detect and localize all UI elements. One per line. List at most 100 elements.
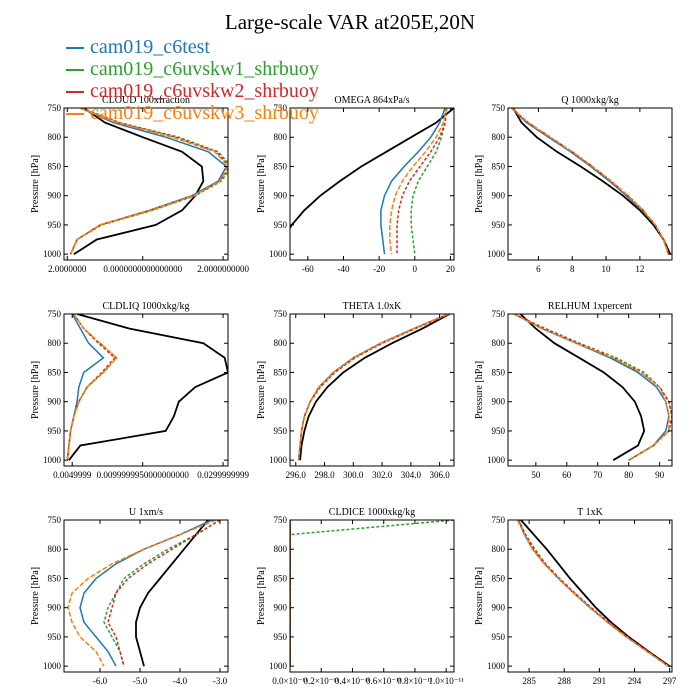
legend: cam019_c6test cam019_c6uvskw1_shrbuoy ca… [66, 36, 319, 124]
y-tick-label: 850 [274, 367, 288, 377]
panel-title: RELHUM 1xpercent [548, 301, 632, 312]
y-tick-label: 800 [492, 132, 506, 142]
y-tick-label: 950 [492, 632, 506, 642]
series-line-3 [517, 520, 669, 667]
legend-label-3: cam019_c6uvskw2_shrbuoy [90, 80, 319, 102]
legend-item-4: cam019_c6uvskw3_shrbuoy [66, 102, 319, 124]
y-tick-label: 900 [492, 397, 506, 407]
series-line-5 [512, 108, 672, 255]
y-tick-label: 1000 [43, 455, 62, 465]
y-tick-label: 750 [48, 103, 62, 113]
x-tick-label: 0.0299999999 [197, 470, 249, 480]
y-tick-label: 800 [492, 338, 506, 348]
x-tick-label: 300.0 [343, 470, 364, 480]
y-tick-label: 800 [274, 338, 288, 348]
x-tick-label: 0.0×10⁻¹¹ [272, 676, 308, 686]
series-line-4 [510, 108, 670, 255]
x-tick-label: 306.0 [429, 470, 450, 480]
series-line-3 [107, 520, 221, 667]
x-tick-label: 20 [446, 264, 456, 274]
y-axis-label: Pressure [hPa] [474, 567, 485, 625]
x-tick-label: 0.0099999950000000000 [97, 470, 190, 480]
panel-title: OMEGA 864xPa/s [334, 95, 409, 106]
panel-title: Q 1000xkg/kg [561, 95, 619, 106]
series-line-4 [389, 108, 448, 255]
legend-swatch-2 [66, 69, 84, 72]
y-tick-label: 800 [492, 544, 506, 554]
panel-title: CLOUD 100xfraction [102, 95, 190, 106]
y-axis-label: Pressure [hPa] [30, 567, 41, 625]
y-tick-label: 750 [274, 103, 288, 113]
x-tick-label: 291 [593, 676, 607, 686]
y-axis-label: Pressure [hPa] [30, 155, 41, 213]
y-tick-label: 900 [492, 603, 506, 613]
panel-1: 750 800 850 900 950 1000 2.0000000 0.0000000000… [30, 95, 249, 274]
y-axis-label: Pressure [hPa] [256, 567, 267, 625]
series-line-4 [69, 108, 228, 255]
y-tick-label: 750 [48, 309, 62, 319]
y-tick-label: 750 [492, 309, 506, 319]
series-line-5 [135, 520, 209, 667]
y-tick-label: 950 [274, 220, 288, 230]
y-tick-label: 1000 [269, 455, 288, 465]
panel-frame [63, 313, 229, 467]
y-tick-label: 850 [48, 161, 62, 171]
y-tick-label: 1000 [487, 249, 506, 259]
x-tick-label: 0.0000000000000000 [103, 264, 182, 274]
x-tick-label: -4.0 [173, 676, 188, 686]
panel-title: U 1xm/s [129, 507, 163, 518]
series-line-2 [297, 314, 450, 461]
x-tick-label: 1.0×10⁻¹¹ [428, 676, 464, 686]
y-tick-label: 900 [274, 397, 288, 407]
y-tick-label: 850 [492, 367, 506, 377]
series-line-5 [520, 520, 671, 667]
y-tick-label: 1000 [43, 249, 62, 259]
legend-swatch-3 [66, 91, 84, 94]
y-tick-label: 950 [492, 426, 506, 436]
legend-label-1: cam019_c6test [90, 36, 210, 58]
y-tick-label: 900 [492, 191, 506, 201]
series-line-4 [297, 314, 449, 461]
series-line-1 [513, 314, 670, 461]
y-tick-label: 850 [274, 573, 288, 583]
y-tick-label: 900 [48, 603, 62, 613]
y-tick-label: 750 [492, 103, 506, 113]
series-line-4 [67, 520, 217, 667]
legend-item-2: cam019_c6uvskw1_shrbuoy [66, 58, 319, 80]
x-tick-label: 285 [522, 676, 536, 686]
panel-frame [289, 519, 455, 673]
x-tick-label: -6.0 [93, 676, 108, 686]
y-tick-label: 850 [48, 573, 62, 583]
series-line-2 [290, 520, 454, 667]
y-tick-label: 950 [274, 426, 288, 436]
series-line-5 [290, 108, 454, 230]
y-tick-label: 750 [492, 515, 506, 525]
x-tick-label: 288 [557, 676, 571, 686]
y-tick-label: 900 [274, 191, 288, 201]
series-line-1 [380, 108, 446, 255]
y-axis-label: Pressure [hPa] [30, 361, 41, 419]
y-tick-label: 750 [274, 309, 288, 319]
y-tick-label: 850 [492, 161, 506, 171]
x-tick-label: -5.0 [133, 676, 148, 686]
x-tick-label: -40 [337, 264, 349, 274]
panel-title: CLDLIQ 1000xkg/kg [103, 301, 190, 312]
panel-frame [507, 519, 673, 673]
y-tick-label: 1000 [487, 455, 506, 465]
y-tick-label: 850 [274, 161, 288, 171]
panel-4: 750 800 850 900 950 1000 0.0049999 0.0099999950… [30, 301, 249, 480]
x-tick-label: -3.0 [213, 676, 228, 686]
legend-swatch-4 [66, 113, 84, 116]
panel-frame [507, 107, 673, 261]
x-tick-label: 297 [663, 676, 677, 686]
x-tick-label: -20 [373, 264, 385, 274]
panel-frame [507, 313, 673, 467]
panel-3: 750 800 850 900 950 1000 6 8 10 12 Pressure [hPa] Q… [474, 95, 673, 274]
y-tick-label: 900 [48, 191, 62, 201]
y-tick-label: 800 [274, 544, 288, 554]
series-line-5 [68, 314, 228, 461]
y-tick-label: 950 [48, 426, 62, 436]
y-tick-label: 1000 [269, 249, 288, 259]
x-tick-label: 302.0 [372, 470, 393, 480]
y-axis-label: Pressure [hPa] [256, 155, 267, 213]
